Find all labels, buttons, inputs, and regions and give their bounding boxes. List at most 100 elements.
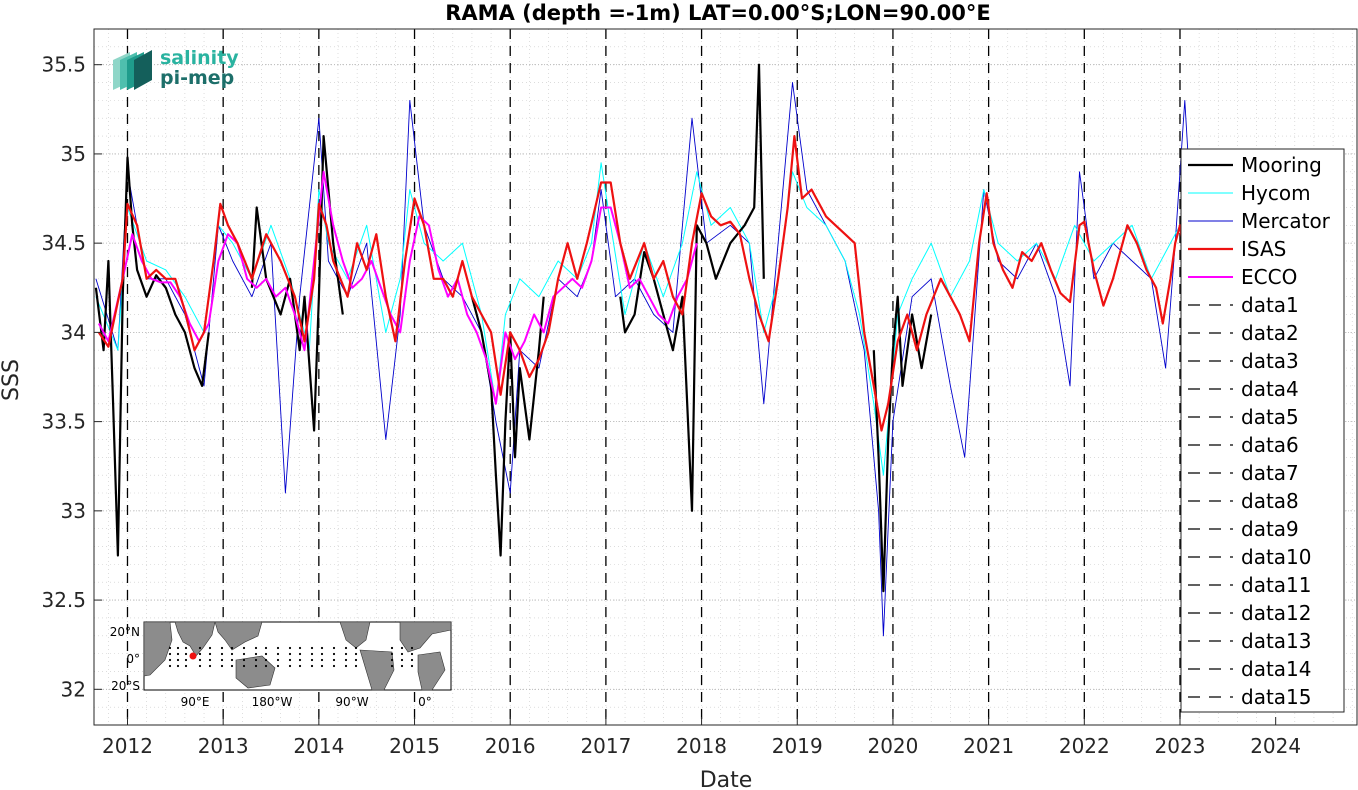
buoy-dot xyxy=(198,664,202,668)
buoy-dot xyxy=(242,646,246,650)
buoy-dot xyxy=(390,652,394,656)
buoy-dot xyxy=(354,652,358,656)
buoy-dot xyxy=(400,652,404,656)
buoy-dot xyxy=(344,664,348,668)
legend-label-data13: data13 xyxy=(1241,629,1312,653)
buoy-dot xyxy=(220,664,224,668)
buoy-dot xyxy=(320,664,324,668)
inset-lon-label-0: 0° xyxy=(418,695,432,709)
legend: Mooring Hycom Mercator ISAS ECCO data1 data2 da… xyxy=(1180,148,1345,713)
legend-label-data7: data7 xyxy=(1241,461,1299,485)
x-tick-label: 2022 xyxy=(1059,734,1110,758)
buoy-dot xyxy=(264,646,268,650)
buoy-dot xyxy=(332,646,336,650)
x-tick-label: 2012 xyxy=(102,734,153,758)
buoy-dot xyxy=(276,664,280,668)
buoy-dot xyxy=(400,664,404,668)
buoy-dot xyxy=(332,664,336,668)
buoy-dot xyxy=(354,664,358,668)
buoy-dot xyxy=(320,658,324,662)
buoy-dot xyxy=(168,652,172,656)
y-tick-label: 32 xyxy=(61,677,86,701)
legend-label-data9: data9 xyxy=(1241,517,1299,541)
minor-grid xyxy=(94,29,1357,726)
buoy-dot xyxy=(168,646,172,650)
buoy-dot xyxy=(176,664,180,668)
buoy-dot xyxy=(220,646,224,650)
logo-emblem-icon xyxy=(113,50,152,90)
legend-label-data14: data14 xyxy=(1241,657,1312,681)
buoy-dot xyxy=(310,664,314,668)
buoy-dot xyxy=(230,658,234,662)
logo-text-pimep: pi-mep xyxy=(160,67,234,89)
buoy-dot xyxy=(264,658,268,662)
legend-label-mooring: Mooring xyxy=(1241,153,1322,177)
logo-text-salinity: salinity xyxy=(160,47,239,69)
inset-lat-label-20n: 20°N xyxy=(110,625,140,639)
y-tick-label: 33.5 xyxy=(41,410,86,434)
buoy-dot xyxy=(390,664,394,668)
x-tick-label: 2023 xyxy=(1155,734,1206,758)
buoy-dot xyxy=(310,646,314,650)
buoy-dot xyxy=(310,658,314,662)
x-tick-label: 2017 xyxy=(580,734,631,758)
buoy-dot xyxy=(208,646,212,650)
legend-label-data10: data10 xyxy=(1241,545,1312,569)
buoy-dot xyxy=(332,658,336,662)
buoy-dot xyxy=(184,658,188,662)
buoy-dot xyxy=(208,658,212,662)
series-mooring-line xyxy=(619,63,765,512)
y-tick-label: 32.5 xyxy=(41,588,86,612)
legend-label-data3: data3 xyxy=(1241,349,1299,373)
buoy-dot xyxy=(230,664,234,668)
x-tick-label: 2016 xyxy=(485,734,536,758)
series-mercator-line xyxy=(95,82,1195,637)
inset-map-location-marker xyxy=(189,652,197,660)
buoy-dot xyxy=(176,646,180,650)
buoy-dot xyxy=(354,658,358,662)
legend-label-data4: data4 xyxy=(1241,377,1299,401)
inset-lat-label-20s: 20°S xyxy=(111,679,140,693)
buoy-dot xyxy=(198,658,202,662)
y-axis-label: SSS xyxy=(0,359,24,401)
buoy-dot xyxy=(220,652,224,656)
buoy-dot xyxy=(320,652,324,656)
inset-map-land xyxy=(143,621,452,691)
legend-label-data12: data12 xyxy=(1241,601,1312,625)
legend-box xyxy=(1180,148,1345,713)
series-mooring-line xyxy=(94,156,210,557)
legend-label-data2: data2 xyxy=(1241,321,1299,345)
buoy-dot xyxy=(298,658,302,662)
buoy-dot xyxy=(410,652,414,656)
buoy-dot xyxy=(168,658,172,662)
buoy-dot xyxy=(198,652,202,656)
legend-label-ecco: ECCO xyxy=(1241,265,1297,289)
buoy-dot xyxy=(208,652,212,656)
buoy-dot xyxy=(276,652,280,656)
legend-label-isas: ISAS xyxy=(1241,237,1286,261)
buoy-dot xyxy=(320,646,324,650)
buoy-dot xyxy=(254,646,258,650)
inset-lon-label-90e: 90°E xyxy=(181,695,210,709)
buoy-dot xyxy=(298,652,302,656)
legend-label-mercator: Mercator xyxy=(1241,209,1331,233)
inset-lon-label-180w: 180°W xyxy=(252,695,293,709)
buoy-dot xyxy=(344,658,348,662)
buoy-dot xyxy=(168,664,172,668)
buoy-dot xyxy=(264,652,268,656)
x-tick-label: 2024 xyxy=(1250,734,1301,758)
inset-lat-label-0: 0° xyxy=(126,652,140,666)
series-mooring-line xyxy=(872,295,933,593)
buoy-dot xyxy=(254,658,258,662)
x-tick-label: 2021 xyxy=(963,734,1014,758)
inset-map-buoys xyxy=(168,646,414,668)
buoy-dot xyxy=(298,664,302,668)
buoy-dot xyxy=(208,664,212,668)
buoy-dot xyxy=(400,658,404,662)
y-tick-label: 34 xyxy=(61,320,86,344)
buoy-dot xyxy=(184,646,188,650)
buoy-dot xyxy=(184,664,188,668)
legend-label-data6: data6 xyxy=(1241,433,1299,457)
buoy-dot xyxy=(230,652,234,656)
